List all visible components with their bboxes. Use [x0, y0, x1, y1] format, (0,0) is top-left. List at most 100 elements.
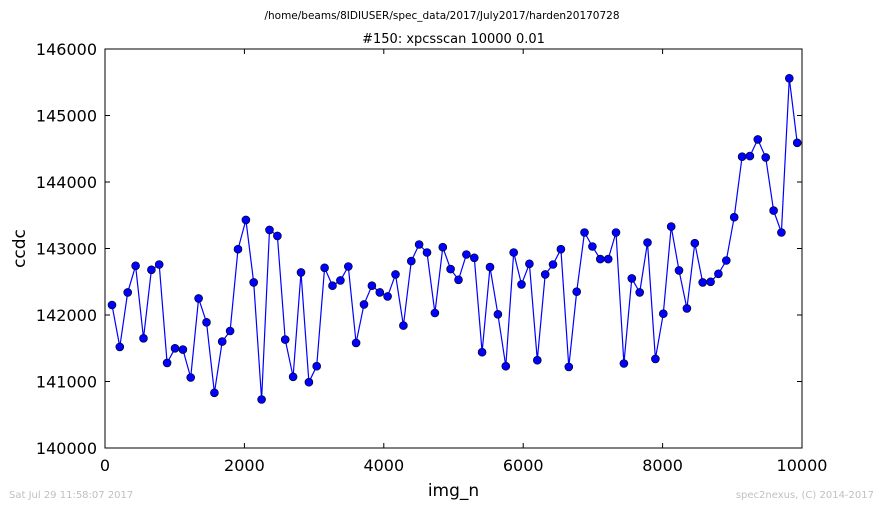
x-tick-label: 6000 — [503, 456, 544, 475]
data-point — [280, 335, 290, 344]
data-point — [721, 256, 731, 265]
data-point — [517, 280, 526, 289]
x-tick-label: 4000 — [363, 456, 404, 475]
y-tick-label: 140000 — [36, 439, 97, 458]
data-point — [375, 288, 385, 297]
data-point — [509, 248, 519, 257]
data-point — [210, 388, 219, 398]
data-point — [288, 372, 298, 382]
data-point — [493, 309, 503, 319]
data-point — [454, 275, 463, 285]
data-point — [178, 345, 188, 354]
y-tick-label: 146000 — [36, 40, 97, 59]
data-point — [769, 206, 778, 215]
y-axis-label: ccdc — [10, 229, 30, 268]
data-point — [698, 278, 708, 287]
data-point — [162, 358, 172, 368]
data-point — [595, 254, 605, 264]
figure-suptitle: /home/beams/8IDIUSER/spec_data/2017/July… — [264, 10, 619, 22]
data-point — [399, 321, 408, 330]
data-point — [233, 244, 243, 254]
x-tick-label: 2000 — [224, 456, 265, 475]
data-point — [257, 395, 266, 404]
data-point — [485, 262, 495, 272]
data-point — [186, 373, 195, 382]
data-point — [651, 354, 660, 364]
data-point — [391, 270, 400, 279]
y-tick-label: 143000 — [36, 240, 97, 259]
data-point — [462, 250, 471, 259]
chart-title: #150: xpcsscan 10000 0.01 — [362, 32, 545, 47]
x-tick-label: 10000 — [777, 456, 828, 475]
data-point — [666, 222, 676, 231]
data-point — [674, 266, 684, 275]
data-point — [627, 274, 637, 283]
data-point — [619, 359, 629, 368]
data-point — [328, 281, 337, 291]
plot-frame — [104, 48, 803, 449]
data-point — [556, 244, 566, 254]
data-point — [682, 304, 692, 313]
data-point — [123, 288, 132, 297]
data-point — [635, 288, 645, 297]
data-point — [139, 333, 148, 343]
data-point — [147, 265, 156, 275]
x-tick-label: 8000 — [642, 456, 683, 475]
data-point — [249, 278, 258, 287]
data-point — [107, 300, 117, 310]
data-point — [532, 355, 542, 365]
data-point — [745, 151, 755, 161]
data-point — [792, 138, 802, 148]
y-tick-label: 144000 — [36, 173, 97, 192]
data-point — [336, 276, 345, 285]
plot-marks — [107, 74, 802, 404]
data-point — [706, 277, 715, 287]
x-axis: 0 2000 4000 6000 8000 10000 — [100, 49, 828, 475]
data-point — [304, 377, 314, 387]
data-point — [241, 215, 251, 225]
data-point — [131, 261, 140, 271]
data-point — [714, 269, 723, 279]
data-point — [477, 347, 487, 357]
data-point — [690, 238, 700, 248]
data-point — [753, 135, 763, 144]
data-point — [438, 242, 448, 252]
data-point — [548, 260, 558, 269]
data-point — [525, 259, 534, 269]
data-point — [154, 260, 164, 269]
data-point — [343, 262, 353, 271]
data-point — [572, 287, 582, 297]
data-point — [580, 228, 589, 237]
footer-timestamp: Sat Jul 29 11:58:07 2017 — [9, 490, 133, 501]
data-point — [406, 256, 416, 266]
data-point — [414, 240, 424, 249]
data-point — [194, 294, 203, 303]
y-tick-label: 141000 — [36, 373, 97, 392]
data-point — [265, 225, 274, 235]
data-point — [603, 254, 613, 264]
data-point — [729, 212, 739, 222]
data-point — [422, 248, 432, 257]
data-point — [273, 231, 282, 241]
data-point — [367, 281, 377, 291]
data-point — [737, 152, 747, 161]
y-tick-label: 142000 — [36, 306, 97, 325]
data-point — [777, 228, 786, 237]
data-point — [430, 308, 440, 318]
data-point — [320, 263, 329, 273]
data-point — [784, 74, 794, 83]
data-point — [643, 238, 652, 247]
y-tick-label: 145000 — [36, 107, 97, 126]
data-point — [501, 361, 511, 371]
x-tick-label: 0 — [100, 456, 110, 475]
data-point — [540, 270, 550, 279]
y-axis: 140000 141000 142000 143000 144000 145000 1460… — [36, 40, 802, 458]
x-axis-label: img_n — [428, 481, 479, 501]
data-point — [217, 337, 227, 346]
data-point — [564, 362, 574, 372]
data-point — [170, 343, 180, 353]
data-point — [115, 342, 125, 352]
series-line — [111, 78, 798, 400]
data-point — [658, 309, 668, 319]
